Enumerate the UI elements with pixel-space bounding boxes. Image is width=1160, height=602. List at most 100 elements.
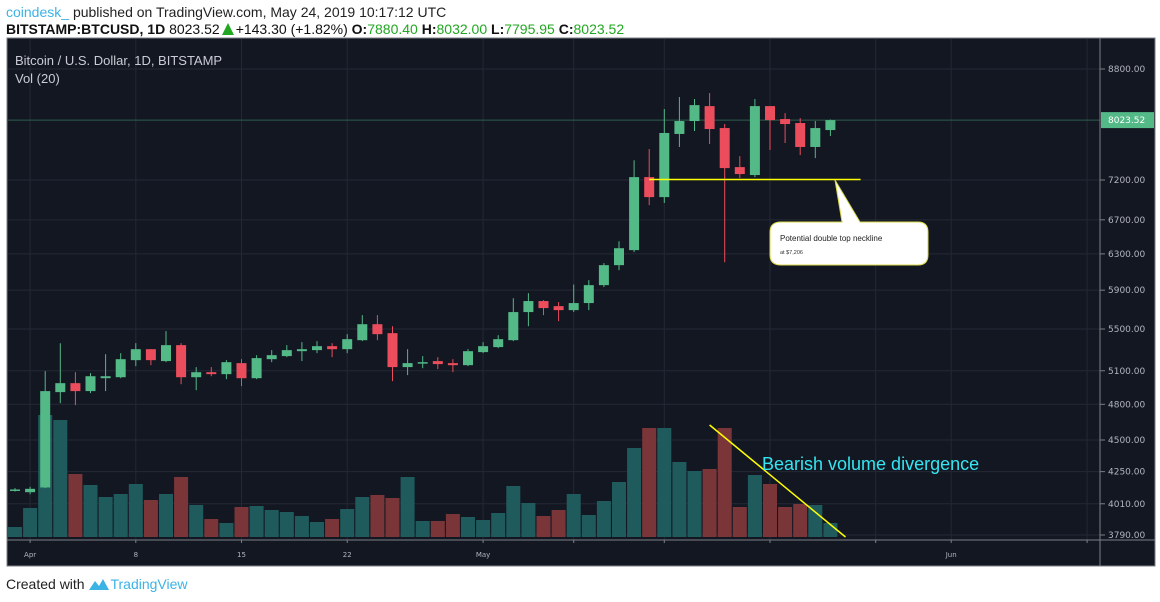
candle-down xyxy=(447,363,458,366)
price-tick-label: 4800.00 xyxy=(1108,400,1145,410)
candle-up xyxy=(402,363,413,368)
volume-bar xyxy=(672,462,687,537)
candle-up xyxy=(810,128,821,147)
volume-bar xyxy=(128,484,143,537)
candle-up xyxy=(296,349,307,352)
volume-bar xyxy=(370,495,385,537)
price-tick-label: 5900.00 xyxy=(1108,286,1145,296)
volume-bar xyxy=(476,520,491,537)
candle-up xyxy=(100,376,111,379)
price-tick-label: 4500.00 xyxy=(1108,436,1145,446)
created-with: Created with xyxy=(6,576,85,592)
price-axis[interactable]: 8800.00 7200.00 6700.00 6300.00 5900.00 5500.… xyxy=(1100,65,1154,541)
chart-title: Bitcoin / U.S. Dollar, 1D, BITSTAMP xyxy=(15,53,223,68)
volume-label: Vol (20) xyxy=(15,71,60,86)
time-tick-label: 15 xyxy=(237,551,246,559)
high-label: H: xyxy=(421,21,437,37)
candle-down xyxy=(704,106,715,130)
chart-background xyxy=(6,37,1156,567)
volume-bar xyxy=(234,507,249,537)
high-value: 8032.00 xyxy=(436,21,488,37)
volume-bar xyxy=(581,515,596,537)
volume-bar xyxy=(551,510,566,537)
candle-up xyxy=(281,350,292,357)
volume-bar xyxy=(98,497,113,537)
open-label: O: xyxy=(351,21,368,37)
volume-bar xyxy=(536,516,551,537)
candle-down xyxy=(432,361,443,365)
last-price: 8023.52 xyxy=(169,21,220,37)
candle-up xyxy=(161,345,171,362)
volume-bar xyxy=(415,521,430,537)
volume-bar xyxy=(491,513,506,537)
volume-bar xyxy=(174,477,189,537)
candle-down xyxy=(70,383,81,392)
volume-bar xyxy=(642,428,657,537)
close-value: 8023.52 xyxy=(573,21,625,37)
volume-bar xyxy=(521,503,536,537)
low-label: L: xyxy=(491,21,505,37)
candle-down xyxy=(734,167,745,175)
candle-up xyxy=(568,303,579,311)
candle-up xyxy=(115,359,126,378)
time-tick-label: 22 xyxy=(343,551,352,559)
candle-up xyxy=(85,376,96,392)
time-tick-label: 8 xyxy=(134,551,138,559)
volume-bar xyxy=(778,507,793,537)
candle-up xyxy=(463,351,473,366)
candle-down xyxy=(176,345,187,378)
volume-bar xyxy=(325,519,340,537)
volume-bar xyxy=(204,519,219,537)
last-price-label: 8023.52 xyxy=(1108,116,1145,126)
volume-bar xyxy=(717,428,732,537)
volume-bar xyxy=(612,482,626,537)
candle-up xyxy=(614,248,624,266)
candle-up xyxy=(342,339,353,350)
author-link[interactable]: coindesk_ xyxy=(6,4,70,20)
volume-bar xyxy=(310,522,324,537)
volume-bar xyxy=(732,507,747,537)
volume-bar xyxy=(793,504,808,537)
candle-up xyxy=(55,383,66,393)
candle-down xyxy=(719,128,730,169)
price-tick-label: 4250.00 xyxy=(1108,468,1145,478)
candle-down xyxy=(644,177,655,198)
volume-bar xyxy=(8,527,22,537)
volume-bar xyxy=(627,448,642,537)
tradingview-link[interactable]: TradingView xyxy=(110,576,188,592)
time-tick-label: Apr xyxy=(24,551,36,559)
candle-up xyxy=(25,488,36,493)
candle-up xyxy=(357,324,368,341)
footer: Created with TradingView xyxy=(6,576,188,592)
volume-bar xyxy=(264,510,279,537)
volume-bar xyxy=(566,494,581,537)
volume-bar xyxy=(113,494,128,537)
volume-bar xyxy=(340,509,355,537)
time-axis[interactable]: Apr 8 15 22 May Jun xyxy=(24,540,1088,559)
candle-up xyxy=(221,362,232,375)
price-tick-label: 5500.00 xyxy=(1108,325,1145,335)
time-tick-label: Jun xyxy=(945,551,957,559)
candle-down xyxy=(765,106,775,121)
divergence-line xyxy=(709,424,846,538)
volume-bar xyxy=(385,498,400,537)
candle-up xyxy=(749,106,760,176)
candle-up xyxy=(40,391,51,488)
candle-up xyxy=(130,349,141,361)
candle-up xyxy=(266,355,277,360)
publish-info: coindesk_ published on TradingView.com, … xyxy=(6,4,446,20)
candle-down xyxy=(780,119,791,125)
price-tick-label: 3790.00 xyxy=(1108,531,1145,541)
volume-bar xyxy=(400,477,415,537)
volume-bar xyxy=(445,514,460,537)
price-tick-label: 7200.00 xyxy=(1108,176,1145,186)
candle-down xyxy=(387,333,398,368)
volume-bar xyxy=(279,512,294,537)
grid xyxy=(8,39,1100,540)
volume-bar xyxy=(294,516,309,537)
divergence-text: Bearish volume divergence xyxy=(762,454,979,474)
candle-up xyxy=(312,346,322,351)
candle-down xyxy=(236,363,247,379)
last-price-badge xyxy=(1101,112,1154,129)
